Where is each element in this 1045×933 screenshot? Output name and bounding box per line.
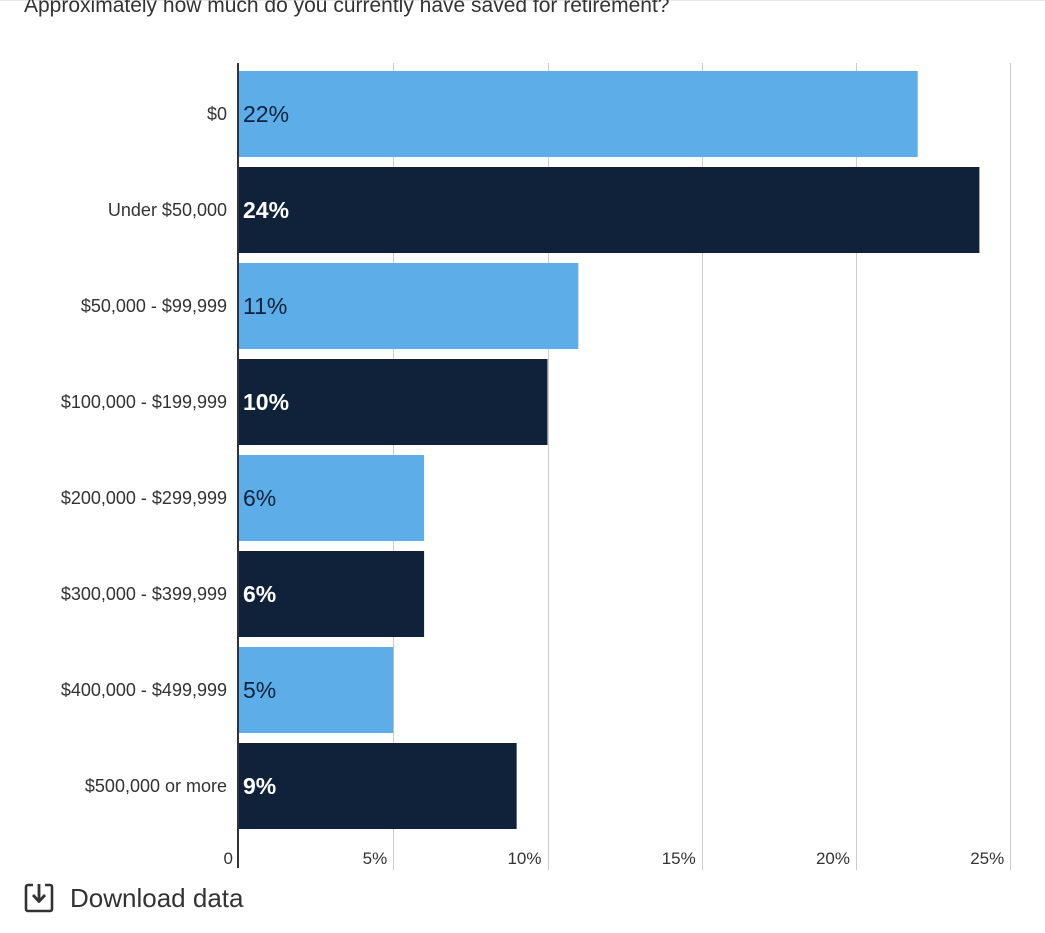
bar-chart: $0 Under $50,000 $50,000 - $99,999 $100,000… xyxy=(61,63,1011,870)
bar xyxy=(239,743,517,829)
category-label: $0 xyxy=(207,104,227,124)
category-label: $50,000 - $99,999 xyxy=(81,296,227,316)
category-label: $400,000 - $499,999 xyxy=(61,680,227,700)
category-label: $300,000 - $399,999 xyxy=(61,584,227,604)
top-divider xyxy=(0,0,1045,1)
bar xyxy=(239,167,980,253)
data-label: 22% xyxy=(243,101,289,127)
x-tick-label: 25% xyxy=(970,849,1004,868)
category-label: $200,000 - $299,999 xyxy=(61,488,227,508)
data-label: 9% xyxy=(243,773,276,799)
chart-title: Approximately how much do you currently … xyxy=(24,0,670,17)
data-label: 5% xyxy=(243,677,276,703)
category-label: Under $50,000 xyxy=(108,200,227,220)
data-label: 24% xyxy=(243,197,289,223)
data-label: 6% xyxy=(243,485,276,511)
x-tick-label: 0 xyxy=(224,849,233,868)
bar xyxy=(239,263,579,349)
bar xyxy=(239,359,548,445)
x-tick-label: 15% xyxy=(662,849,696,868)
download-icon xyxy=(24,883,54,913)
data-label: 11% xyxy=(243,293,287,319)
category-label: $100,000 - $199,999 xyxy=(61,392,227,412)
data-label: 10% xyxy=(243,389,289,415)
data-label: 6% xyxy=(243,581,276,607)
bar xyxy=(239,71,918,157)
x-tick-label: 20% xyxy=(816,849,850,868)
bar xyxy=(239,455,425,541)
x-tick-label: 10% xyxy=(507,849,541,868)
download-data-button[interactable]: Download data xyxy=(24,882,243,914)
x-tick-label: 5% xyxy=(363,849,388,868)
category-label: $500,000 or more xyxy=(85,776,227,796)
bar xyxy=(239,647,394,733)
download-data-label: Download data xyxy=(70,882,244,913)
bar xyxy=(239,551,425,637)
